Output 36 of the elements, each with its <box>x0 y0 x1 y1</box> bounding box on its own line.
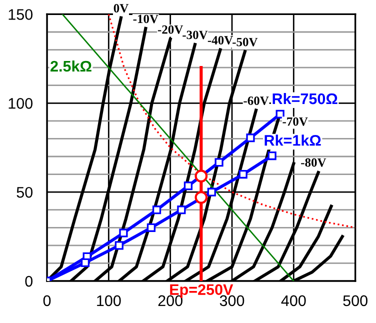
point <box>246 134 255 142</box>
point <box>152 206 162 214</box>
series-label: -10V <box>133 14 158 24</box>
point <box>177 206 186 214</box>
point <box>114 241 124 250</box>
series-label: Rk=750Ω <box>272 92 338 104</box>
point <box>238 170 248 179</box>
series-label: -50V <box>232 38 258 46</box>
point <box>119 228 128 238</box>
line-series <box>108 14 356 228</box>
x-tick-label: 100 <box>97 295 121 306</box>
x-tick-label: 0 <box>43 295 51 306</box>
series-label: -80V <box>301 158 326 167</box>
y-tick-label: 100 <box>8 98 33 109</box>
y-tick-label: 0 <box>25 276 33 287</box>
y-tick-label: 50 <box>16 186 33 198</box>
series-label: 0V <box>114 4 128 13</box>
series-label: -30V <box>182 30 208 40</box>
point <box>184 182 193 190</box>
x-tick-label: 500 <box>343 295 368 306</box>
series-label: Rk=1kΩ <box>264 134 321 146</box>
point <box>194 190 208 204</box>
series-label: 2.5kΩ <box>50 60 92 72</box>
y-tick-label: 150 <box>8 9 33 20</box>
point <box>268 151 276 160</box>
x-tick-label: 400 <box>281 295 306 306</box>
series-label: -60V <box>244 96 269 106</box>
point <box>146 223 156 232</box>
point <box>194 170 208 182</box>
series-label: -20V <box>158 25 184 34</box>
point <box>207 188 216 196</box>
point <box>80 258 90 267</box>
point <box>276 110 284 118</box>
point <box>214 158 224 167</box>
series-label: -40V <box>208 36 233 45</box>
series-label: -70V <box>282 117 308 126</box>
